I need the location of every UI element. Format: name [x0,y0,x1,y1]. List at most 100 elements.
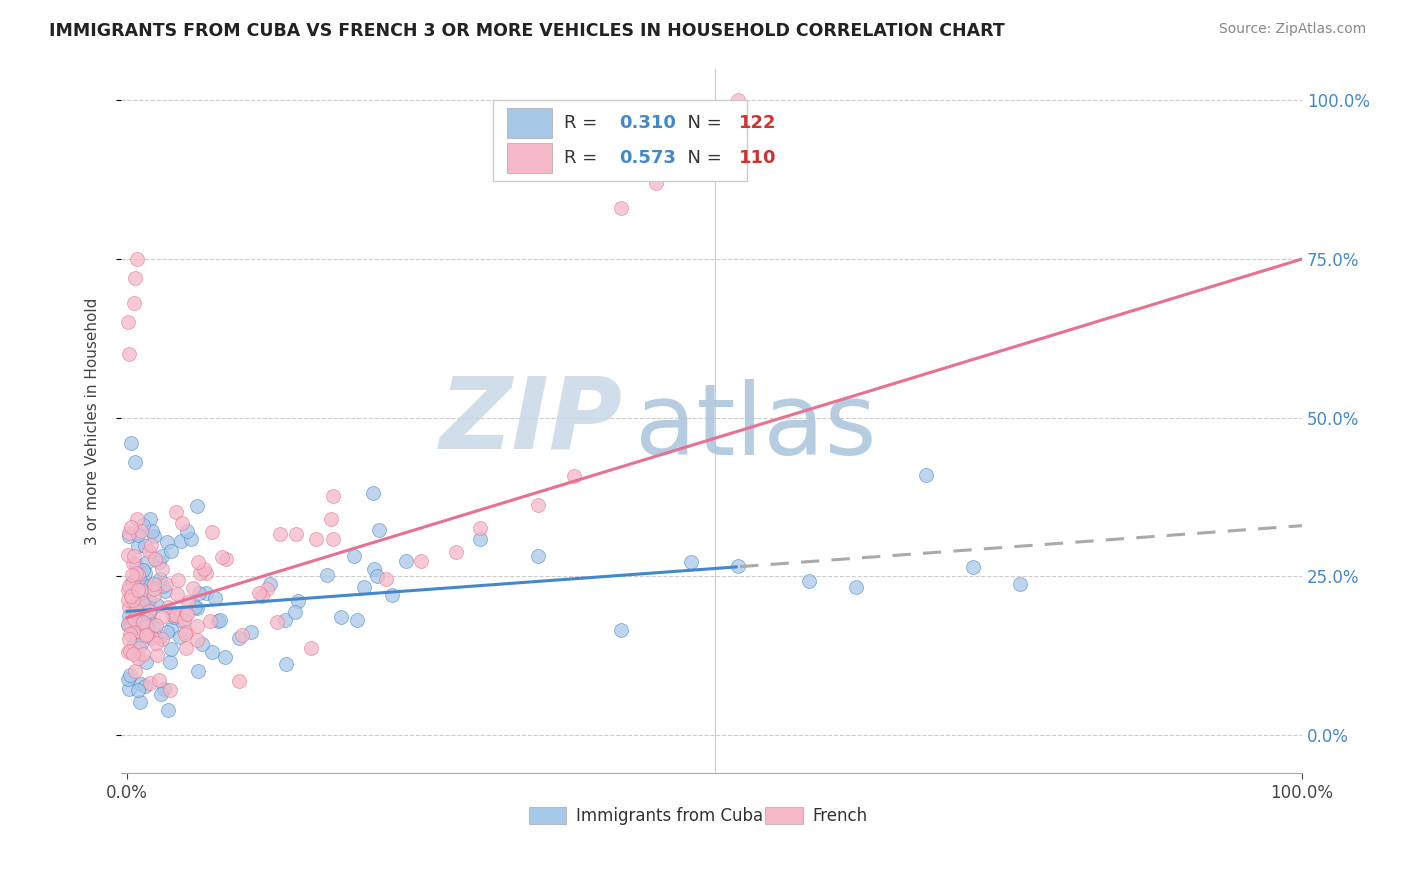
Point [127,528,149,542]
Point [247,586,270,600]
Point [228,673,250,688]
Point [156,624,179,639]
Text: Immigrants from Cuba: Immigrants from Cuba [576,806,763,824]
Point [194,586,217,600]
Point [186,618,208,632]
Point [679,555,702,569]
Point [149,572,172,586]
Point [145,636,167,650]
Point [127,583,149,598]
Text: N =: N = [676,149,728,167]
Point [163,608,186,623]
Point [150,562,173,576]
Point [214,552,236,566]
Point [136,603,159,617]
Point [117,583,139,598]
Point [138,629,160,643]
Point [141,631,163,645]
Point [129,695,152,709]
Point [287,594,309,608]
Point [120,589,142,603]
Point [124,271,146,285]
Point [962,560,984,574]
Point [468,532,491,546]
Point [132,625,155,640]
Point [118,347,141,361]
Point [361,486,384,500]
Point [149,687,172,701]
Point [124,621,146,635]
Point [131,586,153,600]
Point [727,93,749,107]
Point [134,584,156,599]
Point [155,577,177,591]
Point [609,201,631,215]
Point [138,621,160,635]
Point [134,616,156,631]
Point [132,615,155,629]
Point [380,589,402,603]
Point [132,647,155,661]
Point [703,100,725,114]
Point [174,607,197,621]
Point [200,525,222,540]
Point [142,619,165,633]
Point [125,512,148,526]
Text: atlas: atlas [636,379,876,476]
Point [120,436,142,450]
Point [136,576,159,591]
Point [727,558,749,573]
Point [138,607,160,621]
Point [120,590,142,604]
Point [174,624,197,639]
Point [191,637,214,651]
Point [135,656,157,670]
Point [134,566,156,580]
Point [209,613,232,627]
Point [135,612,157,626]
Point [127,539,149,553]
Point [128,640,150,655]
Point [122,647,145,661]
Point [166,573,188,587]
Point [170,516,193,531]
FancyBboxPatch shape [508,108,553,137]
Point [139,676,162,690]
Point [118,579,141,593]
Point [156,534,179,549]
Text: French: French [813,806,868,824]
Point [132,564,155,578]
Point [117,548,139,562]
Point [141,524,163,538]
Point [172,614,194,628]
FancyBboxPatch shape [508,144,553,173]
Text: R =: R = [564,149,603,167]
Point [117,618,139,632]
Point [125,566,148,580]
Point [269,527,291,541]
Point [132,609,155,624]
Point [127,651,149,665]
Point [127,252,149,266]
Point [366,568,388,582]
Point [299,640,322,655]
Point [135,579,157,593]
Point [329,609,352,624]
Point [135,627,157,641]
Point [322,533,344,547]
Point [117,616,139,631]
Point [239,625,262,640]
Point [118,529,141,543]
Point [139,538,162,552]
Text: N =: N = [676,114,728,132]
Point [131,596,153,610]
Point [117,672,139,686]
Point [797,574,820,588]
Point [198,615,221,629]
Point [121,556,143,570]
Point [204,591,226,605]
Point [150,549,173,563]
Point [162,607,184,622]
Point [177,594,200,608]
Point [256,582,278,596]
